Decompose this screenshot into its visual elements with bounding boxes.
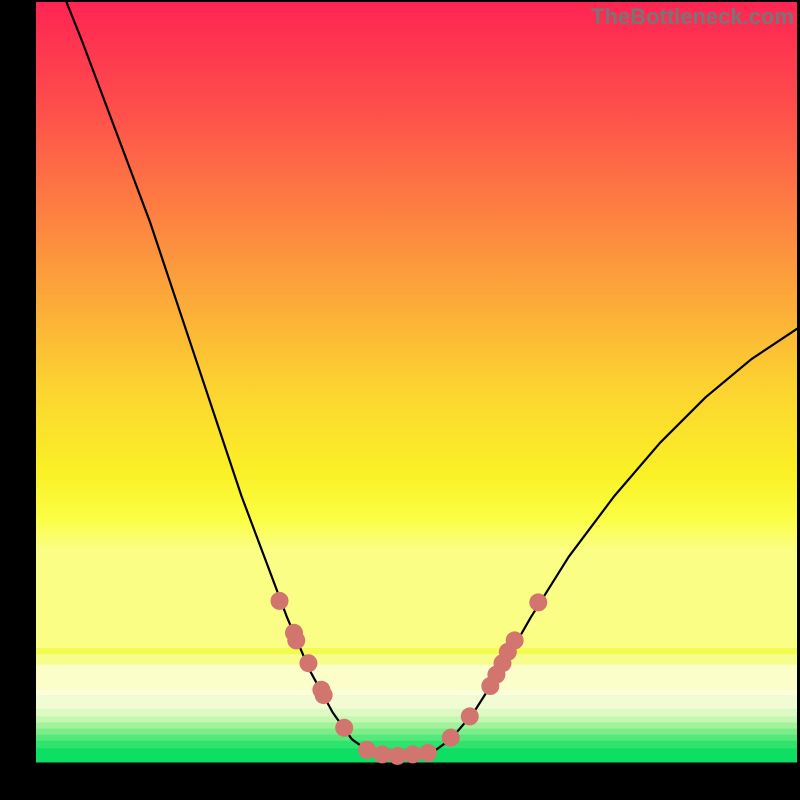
sample-dot	[358, 741, 376, 759]
sample-dot	[404, 745, 422, 763]
sample-dot	[388, 747, 406, 765]
sample-dot	[506, 631, 524, 649]
watermark-text: TheBottleneck.com	[591, 4, 794, 30]
sample-dot	[419, 744, 437, 762]
sample-dot	[529, 593, 547, 611]
sample-dot	[373, 745, 391, 763]
chart-stage: TheBottleneck.com	[0, 0, 800, 800]
sample-dot	[315, 686, 333, 704]
bottleneck-chart	[0, 0, 800, 800]
sample-dot	[299, 654, 317, 672]
sample-dot	[461, 707, 479, 725]
sample-dot	[287, 631, 305, 649]
sample-dot	[271, 592, 289, 610]
sample-dot	[335, 719, 353, 737]
sample-dot	[442, 729, 460, 747]
